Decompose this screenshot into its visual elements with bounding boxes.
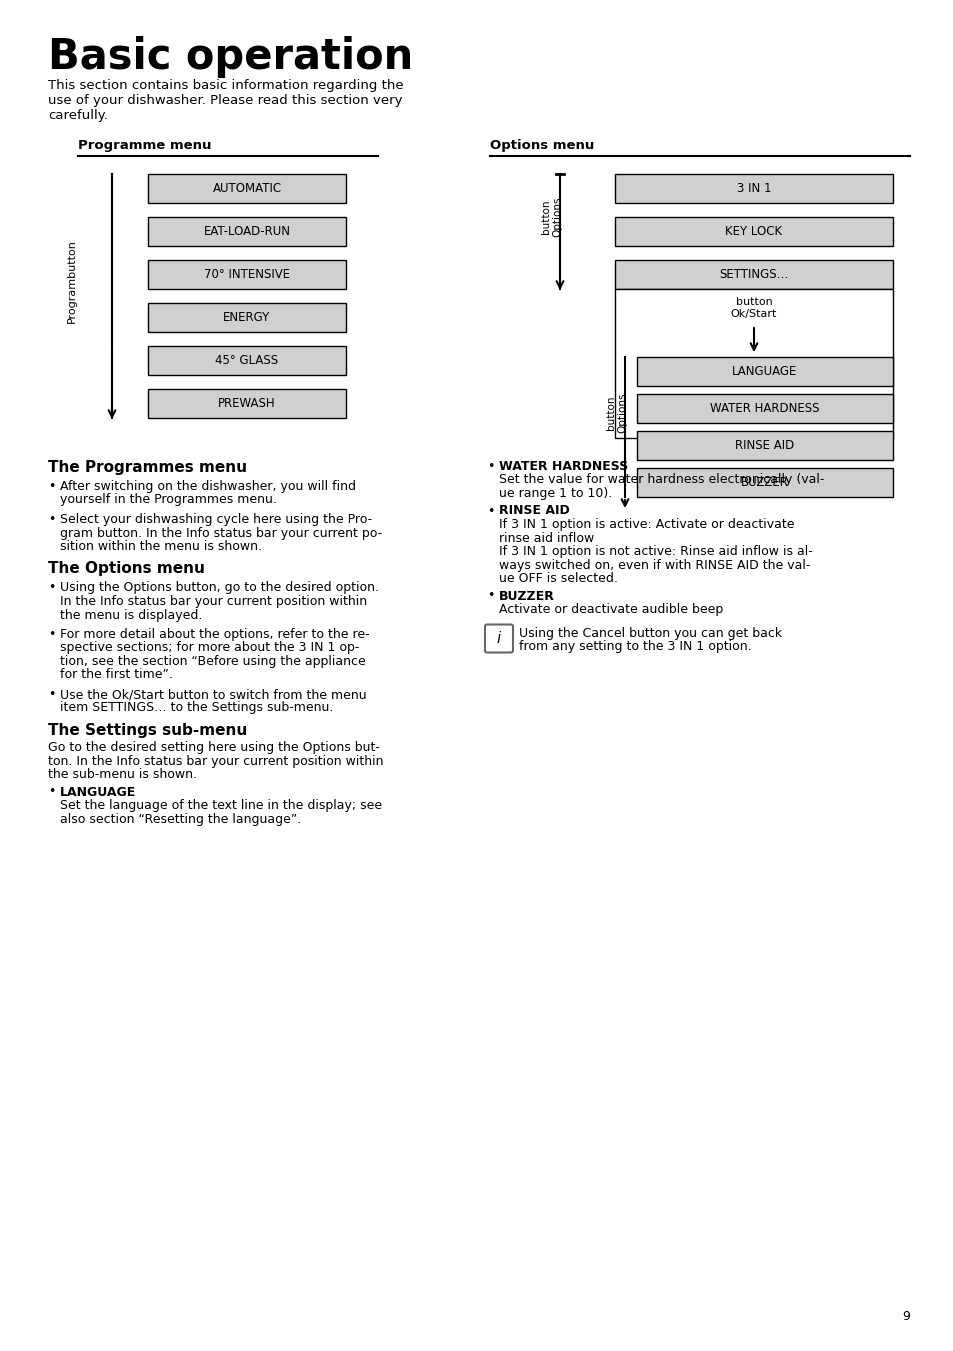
Text: The Settings sub-menu: The Settings sub-menu [48, 723, 247, 738]
Bar [615, 218, 892, 246]
Text: The Programmes menu: The Programmes menu [48, 459, 247, 476]
Text: from any setting to the 3 IN 1 option.: from any setting to the 3 IN 1 option. [518, 640, 751, 653]
Text: sition within the menu is shown.: sition within the menu is shown. [60, 540, 262, 553]
Bar [637, 394, 892, 423]
Bar [637, 467, 892, 497]
Text: KEY LOCK: KEY LOCK [724, 226, 781, 238]
Text: •: • [48, 688, 55, 701]
Text: After switching on the dishwasher, you will find: After switching on the dishwasher, you w… [60, 480, 355, 493]
Text: WATER HARDNESS: WATER HARDNESS [498, 459, 628, 473]
Text: If 3 IN 1 option is not active: Rinse aid inflow is al-: If 3 IN 1 option is not active: Rinse ai… [498, 544, 812, 558]
Text: If 3 IN 1 option is active: Activate or deactivate: If 3 IN 1 option is active: Activate or … [498, 517, 794, 531]
Text: RINSE AID: RINSE AID [498, 504, 569, 517]
Bar [615, 259, 892, 289]
Text: LANGUAGE: LANGUAGE [60, 785, 136, 798]
Text: •: • [48, 480, 55, 493]
Bar [148, 259, 346, 289]
Text: AUTOMATIC: AUTOMATIC [213, 182, 281, 195]
Text: Set the value for water hardness electronically (val-: Set the value for water hardness electro… [498, 473, 823, 486]
Bar [615, 174, 892, 203]
Text: Use the Ok/Start button to switch from the menu: Use the Ok/Start button to switch from t… [60, 688, 366, 701]
Text: Programbutton: Programbutton [67, 239, 77, 323]
Text: i: i [497, 631, 500, 646]
Text: 70° INTENSIVE: 70° INTENSIVE [204, 267, 290, 281]
Text: button
Options: button Options [540, 197, 562, 238]
Text: In the Info status bar your current position within: In the Info status bar your current posi… [60, 594, 367, 608]
Text: •: • [48, 581, 55, 594]
Text: the menu is displayed.: the menu is displayed. [60, 608, 202, 621]
Text: the sub-menu is shown.: the sub-menu is shown. [48, 767, 196, 781]
Text: BUZZER: BUZZER [498, 589, 555, 603]
Text: item SETTINGS… to the Settings sub-menu.: item SETTINGS… to the Settings sub-menu. [60, 701, 333, 715]
Text: gram button. In the Info status bar your current po-: gram button. In the Info status bar your… [60, 527, 382, 539]
Text: button
Ok/Start: button Ok/Start [730, 297, 777, 319]
FancyBboxPatch shape [484, 624, 513, 653]
Text: carefully.: carefully. [48, 109, 108, 122]
Text: RINSE AID: RINSE AID [735, 439, 794, 453]
Bar [148, 303, 346, 332]
Text: 3 IN 1: 3 IN 1 [736, 182, 770, 195]
Text: rinse aid inflow: rinse aid inflow [498, 531, 594, 544]
Text: This section contains basic information regarding the: This section contains basic information … [48, 78, 403, 92]
Text: tion, see the section “Before using the appliance: tion, see the section “Before using the … [60, 655, 365, 667]
Text: 9: 9 [902, 1310, 909, 1323]
Text: for the first time”.: for the first time”. [60, 669, 172, 681]
Text: ue OFF is selected.: ue OFF is selected. [498, 571, 618, 585]
Text: ton. In the Info status bar your current position within: ton. In the Info status bar your current… [48, 754, 383, 767]
Bar [615, 289, 892, 438]
Text: ENERGY: ENERGY [223, 311, 271, 324]
Text: Programme menu: Programme menu [78, 139, 212, 153]
Text: use of your dishwasher. Please read this section very: use of your dishwasher. Please read this… [48, 95, 402, 107]
Bar [148, 389, 346, 417]
Bar [637, 357, 892, 386]
Text: Using the Options button, go to the desired option.: Using the Options button, go to the desi… [60, 581, 378, 594]
Text: •: • [486, 589, 494, 603]
Text: For more detail about the options, refer to the re-: For more detail about the options, refer… [60, 628, 369, 640]
Text: •: • [48, 785, 55, 798]
Text: ways switched on, even if with RINSE AID the val-: ways switched on, even if with RINSE AID… [498, 558, 809, 571]
Text: The Options menu: The Options menu [48, 562, 205, 577]
Text: Select your dishwashing cycle here using the Pro-: Select your dishwashing cycle here using… [60, 513, 372, 526]
Text: •: • [486, 459, 494, 473]
Text: •: • [48, 513, 55, 526]
Text: Options menu: Options menu [490, 139, 594, 153]
Bar [148, 218, 346, 246]
Text: Set the language of the text line in the display; see: Set the language of the text line in the… [60, 798, 382, 812]
Text: Go to the desired setting here using the Options but-: Go to the desired setting here using the… [48, 740, 379, 754]
Text: •: • [48, 628, 55, 640]
Bar [148, 174, 346, 203]
Text: yourself in the Programmes menu.: yourself in the Programmes menu. [60, 493, 276, 507]
Text: spective sections; for more about the 3 IN 1 op-: spective sections; for more about the 3 … [60, 642, 359, 654]
Bar [637, 431, 892, 459]
Text: Using the Cancel button you can get back: Using the Cancel button you can get back [518, 627, 781, 639]
Text: ue range 1 to 10).: ue range 1 to 10). [498, 486, 612, 500]
Text: WATER HARDNESS: WATER HARDNESS [709, 403, 819, 415]
Text: 45° GLASS: 45° GLASS [215, 354, 278, 367]
Text: •: • [486, 504, 494, 517]
Text: Basic operation: Basic operation [48, 36, 413, 78]
Text: Activate or deactivate audible beep: Activate or deactivate audible beep [498, 603, 722, 616]
Bar [148, 346, 346, 376]
Text: SETTINGS…: SETTINGS… [719, 267, 788, 281]
Text: EAT-LOAD-RUN: EAT-LOAD-RUN [203, 226, 291, 238]
Text: PREWASH: PREWASH [218, 397, 275, 409]
Text: also section “Resetting the language”.: also section “Resetting the language”. [60, 812, 301, 825]
Text: button
Options: button Options [605, 392, 627, 432]
Text: BUZZER: BUZZER [740, 476, 788, 489]
Text: LANGUAGE: LANGUAGE [732, 365, 797, 378]
